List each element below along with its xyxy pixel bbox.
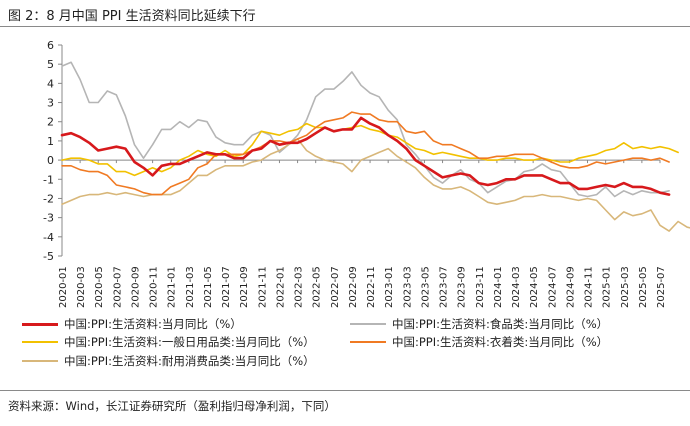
x-tick-label: 2025-01 (602, 266, 613, 308)
x-tick-label: 2022-11 (366, 266, 377, 308)
legend-label: 中国:PPI:生活资料:耐用消费品类:当月同比（%） (64, 354, 315, 368)
y-tick-label: -1 (43, 173, 54, 186)
source-note: 资料来源：Wind，长江证券研究所（盈利指归母净利润，下同） (8, 399, 336, 413)
y-tick-label: 0 (47, 154, 54, 167)
series-line-3 (61, 111, 670, 196)
y-tick-label: 3 (47, 97, 54, 110)
x-tick-label: 2020-09 (130, 266, 141, 308)
x-tick-label: 2020-05 (94, 266, 105, 308)
x-tick-label: 2024-09 (565, 266, 576, 308)
legend-item-ppi-consumer-goods: 中国:PPI:生活资料:当月同比（%） (22, 316, 242, 332)
top-rule (0, 26, 690, 27)
x-tick-label: 2025-05 (638, 266, 649, 308)
x-tick-label: 2021-01 (167, 266, 178, 308)
bottom-rule (0, 390, 690, 391)
y-tick-label: 2 (47, 116, 54, 129)
legend-item-food: 中国:PPI:生活资料:食品类:当月同比（%） (350, 316, 608, 332)
legend-item-daily-goods: 中国:PPI:生活资料:一般日用品类:当月同比（%） (22, 334, 315, 350)
x-tick-label: 2023-07 (439, 266, 450, 308)
x-tick-label: 2021-09 (239, 266, 250, 308)
x-tick-label: 2022-09 (348, 266, 359, 308)
x-tick-label: 2024-03 (511, 266, 522, 308)
y-tick-label: -4 (43, 231, 54, 244)
y-tick-label: -5 (43, 250, 54, 263)
x-tick-label: 2021-11 (257, 266, 268, 308)
series-line-2 (61, 122, 679, 177)
x-tick-label: 2022-03 (294, 266, 305, 308)
x-tick-label: 2020-07 (112, 266, 123, 308)
y-tick-label: -2 (43, 192, 54, 205)
x-tick-label: 2022-07 (330, 266, 341, 308)
x-tick-label: 2024-11 (584, 266, 595, 308)
y-tick-label: 4 (47, 77, 54, 90)
x-tick-label: 2024-05 (529, 266, 540, 308)
x-tick-label: 2024-07 (547, 266, 558, 308)
legend-item-durable-goods: 中国:PPI:生活资料:耐用消费品类:当月同比（%） (22, 353, 315, 369)
x-tick-label: 2022-01 (275, 266, 286, 308)
line-chart: -5 -4 -3 -2 -1 0 1 2 3 4 5 6 2020-01 2020-03 2020-05 20… (43, 39, 690, 308)
y-tick-label: 5 (47, 58, 54, 71)
legend-item-clothing: 中国:PPI:生活资料:衣着类:当月同比（%） (350, 334, 608, 350)
y-tick-label: -3 (43, 212, 54, 225)
x-tick-label: 2025-03 (620, 266, 631, 308)
x-tick-label: 2021-05 (203, 266, 214, 308)
legend-label: 中国:PPI:生活资料:食品类:当月同比（%） (392, 317, 609, 331)
x-tick-label: 2021-03 (185, 266, 196, 308)
x-tick-label: 2022-05 (312, 266, 323, 308)
legend-swatch (350, 341, 386, 343)
series-line-4 (61, 138, 690, 232)
x-tick-label: 2021-07 (221, 266, 232, 308)
x-tick-label: 2023-11 (475, 266, 486, 308)
x-tick-label: 2025-07 (656, 266, 667, 308)
legend-swatch (22, 341, 58, 343)
series-line-0 (60, 116, 671, 196)
x-tick-label: 2023-09 (457, 266, 468, 308)
x-tick-label: 2024-01 (493, 266, 504, 308)
y-tick-label: 6 (47, 39, 54, 52)
legend-swatch (22, 360, 58, 362)
legend-label: 中国:PPI:生活资料:当月同比（%） (64, 317, 242, 331)
x-tick-label: 2023-03 (402, 266, 413, 308)
x-tick-label: 2023-05 (420, 266, 431, 308)
x-tick-label: 2020-11 (149, 266, 160, 308)
legend-label: 中国:PPI:生活资料:衣着类:当月同比（%） (392, 335, 609, 349)
page-title: 图 2：8 月中国 PPI 生活资料同比延续下行 (8, 9, 256, 24)
legend-swatch (350, 323, 386, 325)
legend-swatch (22, 322, 58, 326)
legend-label: 中国:PPI:生活资料:一般日用品类:当月同比（%） (64, 335, 315, 349)
x-tick-label: 2020-01 (58, 266, 69, 308)
series-line-1 (61, 61, 670, 198)
x-tick-label: 2023-01 (384, 266, 395, 308)
y-tick-label: 1 (47, 135, 54, 148)
x-tick-label: 2020-03 (76, 266, 87, 308)
